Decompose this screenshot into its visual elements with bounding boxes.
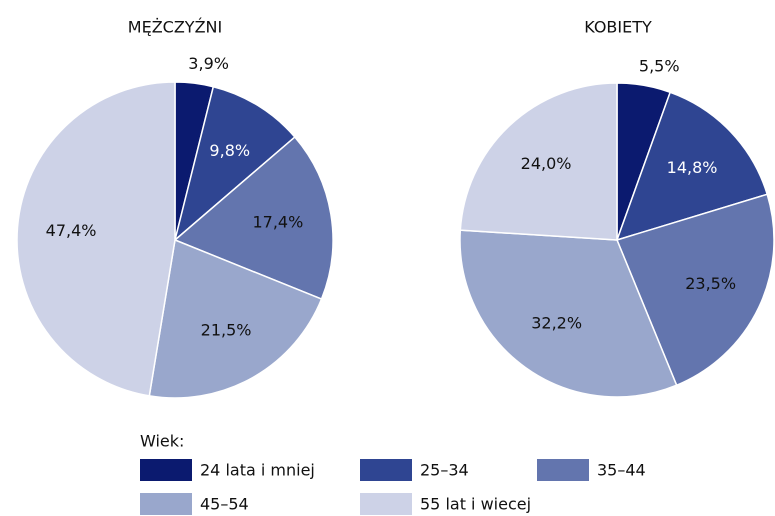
data-label: 21,5% — [201, 320, 252, 339]
data-label: 5,5% — [639, 56, 680, 75]
legend-swatch — [140, 493, 192, 515]
chart-title: KOBIETY — [584, 18, 652, 37]
legend-label: 24 lata i mniej — [200, 461, 315, 480]
chart-title: MĘŻCZYŹNI — [128, 18, 222, 37]
legend-swatch — [537, 459, 589, 481]
data-label: 23,5% — [685, 274, 736, 293]
pie-slice — [459, 82, 618, 241]
data-label: 9,8% — [209, 141, 250, 160]
pie-slice — [615, 91, 769, 242]
legend-label: 55 lat i wiecej — [420, 495, 531, 514]
pie-slice — [173, 85, 296, 243]
data-label: 3,9% — [188, 54, 229, 73]
data-label: 47,4% — [46, 221, 97, 240]
legend-swatch — [360, 493, 412, 515]
pie-slice — [148, 238, 323, 399]
legend-swatch — [140, 459, 192, 481]
legend-label: 35–44 — [597, 461, 646, 480]
legend-title: Wiek: — [140, 432, 184, 451]
legend-label: 45–54 — [200, 495, 249, 514]
pie-slice — [16, 81, 176, 397]
pie-slice — [615, 193, 775, 387]
data-label: 24,0% — [521, 154, 572, 173]
pie-slice — [459, 229, 678, 398]
pie-slice — [173, 135, 334, 301]
data-label: 14,8% — [667, 158, 718, 177]
data-label: 32,2% — [531, 314, 582, 333]
legend-swatch — [360, 459, 412, 481]
legend-label: 25–34 — [420, 461, 469, 480]
data-label: 17,4% — [252, 213, 303, 232]
